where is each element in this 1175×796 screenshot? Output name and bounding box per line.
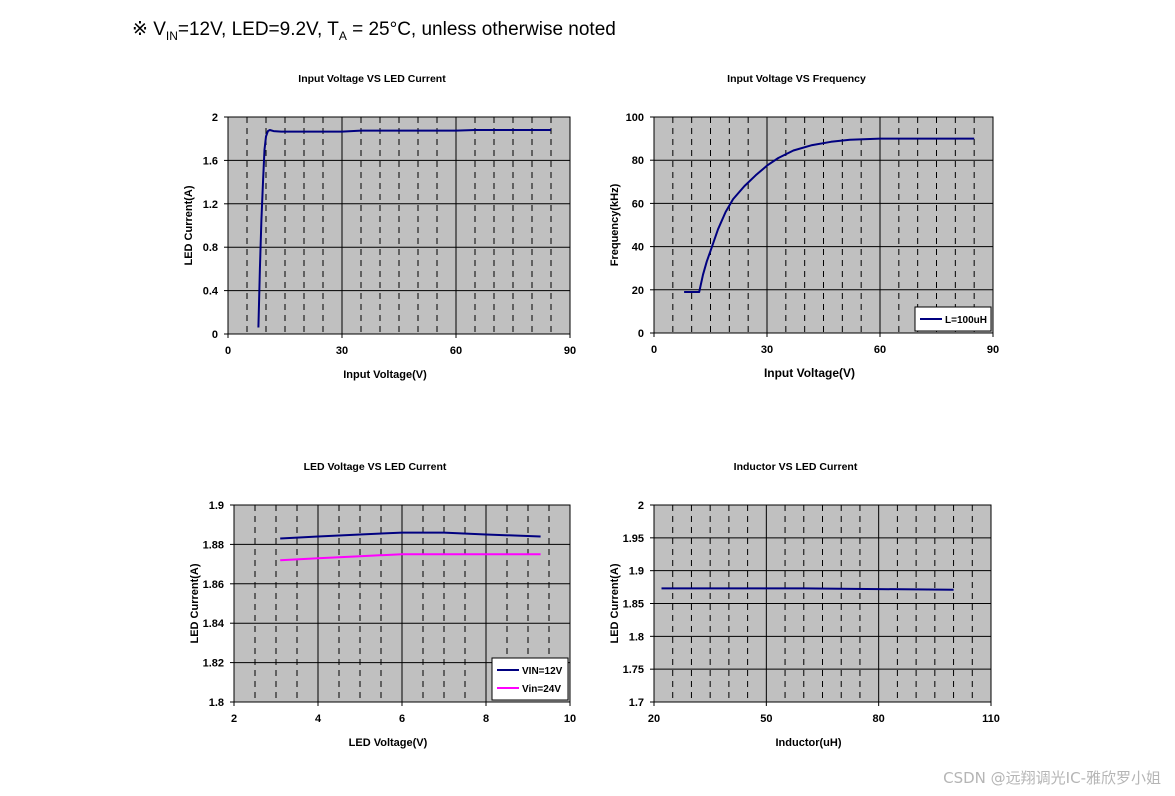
x-tick-label: 8 [483, 713, 489, 725]
y-tick-label: 1.9 [209, 500, 224, 512]
x-tick-label: 80 [873, 713, 885, 725]
series-line-2 [280, 553, 541, 562]
y-tick-label: 2 [638, 500, 644, 512]
y-tick-label: 0.4 [203, 286, 219, 298]
y-tick-label: 1.7 [629, 697, 644, 709]
y-tick-label: 1.85 [623, 599, 644, 611]
series-line-1 [661, 587, 954, 591]
note-ta-subscript: A [338, 28, 347, 43]
legend: L=100uH [914, 306, 992, 332]
y-tick-label: 1.8 [209, 697, 224, 709]
y-tick-label: 1.95 [623, 533, 644, 545]
x-axis-label: LED Voltage(V) [349, 737, 428, 749]
y-tick-label: 100 [626, 112, 644, 124]
x-tick-label: 20 [648, 713, 660, 725]
note-suffix: = 25°C, unless otherwise noted [346, 19, 616, 40]
y-tick-label: 60 [632, 198, 644, 210]
watermark: CSDN @远翔调光IC-雅欣罗小姐 [943, 769, 1161, 787]
x-tick-label: 60 [450, 345, 462, 357]
y-tick-label: 1.86 [203, 579, 224, 591]
y-tick-label: 1.6 [203, 155, 218, 167]
chart-3: 2 4 6 8 10 1.8 1.82 1.84 1.86 1.88 1.9 LED Voltage … [189, 461, 576, 749]
note-vin-subscript: IN [165, 28, 178, 43]
x-tick-label: 4 [315, 713, 322, 725]
y-tick-label: 1.75 [623, 664, 644, 676]
plot-frame [653, 116, 994, 334]
series-line-1 [280, 531, 541, 540]
y-tick-label: 1.8 [629, 631, 644, 643]
chart-2: 0 30 60 90 0 20 40 60 80 100 Input Voltage VS Freq… [609, 73, 999, 380]
y-tick-label: 1.88 [203, 539, 224, 551]
x-tick-label: 90 [564, 345, 576, 357]
x-tick-label: 6 [399, 713, 405, 725]
plot-frame [227, 116, 571, 335]
x-tick-label: 50 [760, 713, 772, 725]
x-tick-label: 10 [564, 713, 576, 725]
x-axis-label: Input Voltage(V) [343, 369, 427, 381]
y-tick-label: 0.8 [203, 242, 218, 254]
y-tick-label: 80 [632, 155, 644, 167]
legend-box [491, 657, 569, 701]
x-tick-label: 0 [651, 344, 657, 356]
x-axis-label: Input Voltage(V) [764, 366, 855, 380]
x-tick-label: 60 [874, 344, 886, 356]
legend: VIN=12V Vin=24V [491, 657, 569, 701]
note-mid: =12V, LED=9.2V, T [177, 19, 339, 40]
y-axis-label: LED Current(A) [189, 563, 201, 643]
y-axis-label: LED Current(A) [609, 563, 621, 643]
y-tick-label: 1.9 [629, 566, 644, 578]
x-tick-label: 30 [336, 345, 348, 357]
y-tick-label: 1.2 [203, 199, 218, 211]
chart-title: Input Voltage VS LED Current [298, 73, 446, 85]
conditions-note: ※ VIN=12V, LED=9.2V, TA = 25°C, unless o… [132, 18, 616, 43]
plot-area [228, 117, 570, 334]
y-tick-label: 0 [212, 329, 218, 341]
chart-title: Input Voltage VS Frequency [727, 73, 866, 85]
x-axis-label: Inductor(uH) [776, 737, 842, 749]
y-tick-label: 0 [638, 328, 644, 340]
legend-label: VIN=12V [522, 666, 563, 677]
y-axis-label: LED Current(A) [183, 185, 195, 265]
x-tick-label: 90 [987, 344, 999, 356]
series-line-1 [257, 129, 551, 328]
chart-1: 0 30 60 90 0 0.4 0.8 1.2 1.6 2 Input Voltage VS LE… [183, 73, 576, 381]
chart-title: Inductor VS LED Current [734, 461, 858, 473]
legend-label: Vin=24V [522, 684, 561, 695]
plot-area [654, 117, 993, 333]
series-line-1 [684, 137, 975, 293]
y-tick-label: 1.82 [203, 658, 224, 670]
y-tick-label: 1.84 [203, 618, 225, 630]
y-tick-label: 20 [632, 285, 644, 297]
chart-title: LED Voltage VS LED Current [304, 461, 447, 473]
chart-4: 20 50 80 110 1.7 1.75 1.8 1.85 1.9 1.95 2 Inductor … [609, 461, 1000, 749]
y-tick-label: 2 [212, 112, 218, 124]
x-tick-label: 110 [982, 713, 1000, 725]
y-tick-label: 40 [632, 242, 644, 254]
x-tick-label: 2 [231, 713, 237, 725]
note-prefix: ※ V [132, 19, 166, 40]
x-tick-label: 30 [761, 344, 773, 356]
y-axis-label: Frequency(kHz) [609, 183, 621, 266]
x-tick-label: 0 [225, 345, 231, 357]
legend-label: L=100uH [945, 315, 987, 326]
